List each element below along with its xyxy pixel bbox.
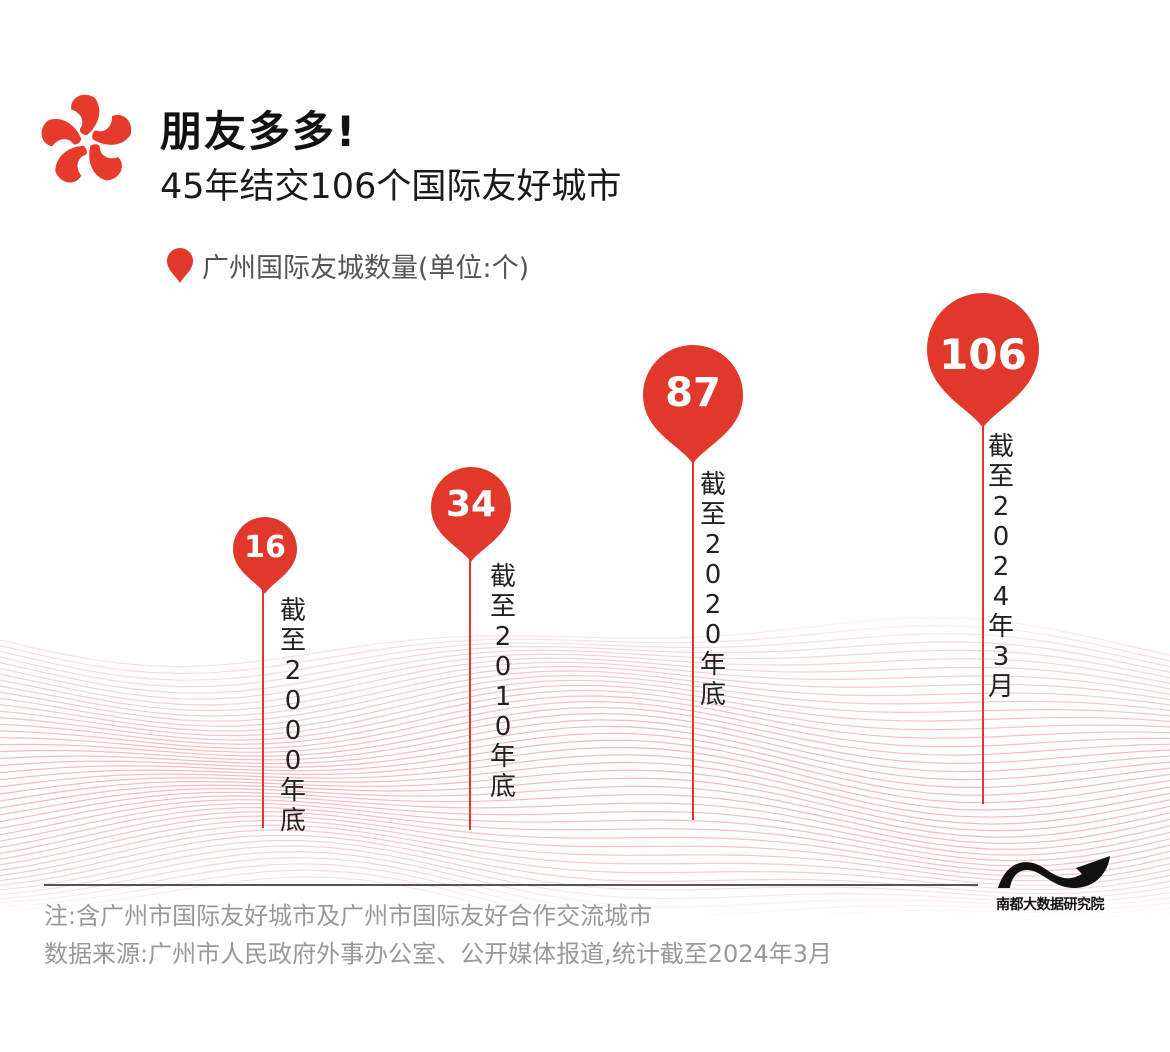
pin-icon	[233, 517, 297, 594]
footer-divider	[44, 884, 978, 886]
legend-label: 广州国际友城数量(单位:个)	[202, 253, 530, 284]
data-source: 数据来源:广州市人民政府外事办公室、公开媒体报道,统计截至2024年3月	[44, 940, 833, 968]
brand-logo: 南都大数据研究院	[996, 852, 1116, 914]
brand-name: 南都大数据研究院	[996, 897, 1105, 913]
wave-background	[0, 600, 1170, 920]
footnote: 注:含广州市国际友好城市及广州市国际友好合作交流城市	[44, 902, 653, 930]
legend: 广州国际友城数量(单位:个)	[166, 246, 529, 285]
marker-value: 34	[445, 484, 497, 525]
marker-stem	[262, 590, 264, 828]
pin-icon	[643, 345, 743, 464]
marker-value: 87	[665, 370, 721, 416]
canton-fair-flower-logo	[38, 94, 135, 188]
page-subtitle: 45年结交106个国际友好城市	[160, 167, 622, 207]
marker-stem	[982, 426, 984, 804]
marker-stem	[469, 556, 471, 830]
pin-icon	[431, 467, 511, 562]
marker-value: 106	[939, 330, 1027, 379]
brand-wave-icon	[998, 856, 1110, 888]
map-pin-icon	[167, 247, 193, 283]
pin-icon	[927, 293, 1039, 428]
marker-stem	[692, 460, 694, 820]
marker-value: 16	[244, 530, 286, 565]
page-title: 朋友多多!	[160, 107, 358, 156]
